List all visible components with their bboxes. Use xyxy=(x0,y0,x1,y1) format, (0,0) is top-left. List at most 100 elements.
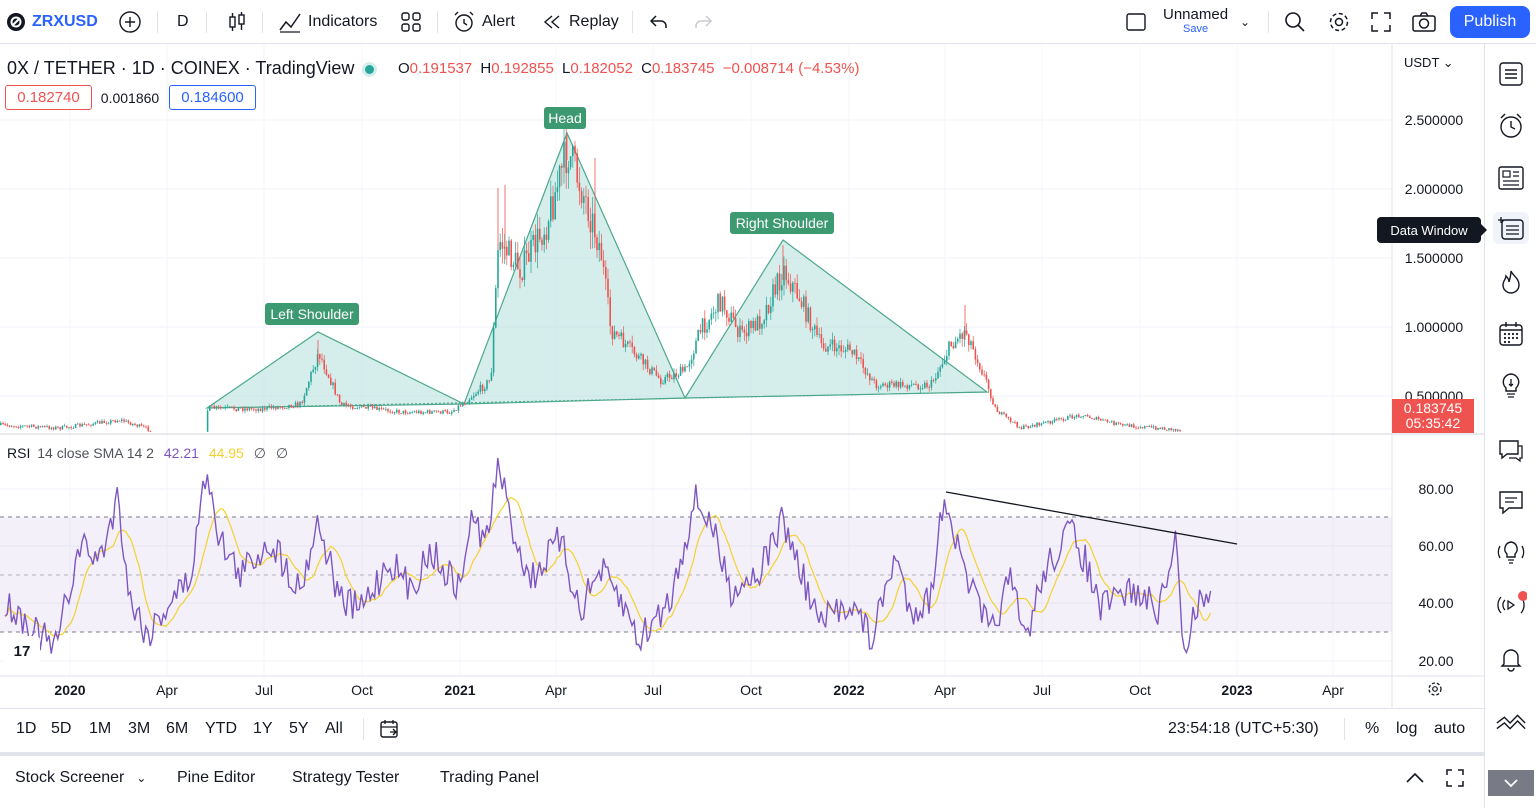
range-3m[interactable]: 3M xyxy=(128,720,151,737)
range-ytd[interactable]: YTD xyxy=(205,720,237,737)
calendar-button[interactable] xyxy=(1495,318,1527,350)
time-tick-label: Apr xyxy=(1322,682,1344,698)
layout-button[interactable]: Unnamed Save ⌄ xyxy=(1125,0,1250,44)
broadcasts-button[interactable] xyxy=(1495,589,1527,621)
price-tick-label: 2.500000 xyxy=(1405,112,1464,128)
range-all[interactable]: All xyxy=(325,720,343,737)
label-right-shoulder[interactable]: Right Shoulder xyxy=(730,212,834,234)
axis-settings-icon[interactable] xyxy=(1428,682,1442,696)
time-tick-label: Apr xyxy=(545,682,567,698)
streams-icon xyxy=(1497,541,1525,564)
timezone-clock[interactable]: 23:54:18 (UTC+5:30) xyxy=(1168,720,1319,737)
right-shoulder-triangle[interactable] xyxy=(683,239,989,399)
collapse-sidebar-button[interactable] xyxy=(1488,770,1534,796)
alert-button[interactable]: Alert xyxy=(452,0,515,44)
range-6m[interactable]: 6M xyxy=(166,720,189,737)
alerts-button[interactable] xyxy=(1495,110,1527,142)
chats-button[interactable] xyxy=(1495,434,1527,466)
range-5d[interactable]: 5D xyxy=(51,720,72,737)
percent-scale-toggle[interactable]: % xyxy=(1365,720,1380,737)
rsi-tick-label: 40.00 xyxy=(1418,595,1453,611)
range-1d[interactable]: 1D xyxy=(16,720,37,737)
calendar-icon xyxy=(1499,322,1523,346)
watchlist-button[interactable] xyxy=(1495,58,1527,90)
news-icon xyxy=(1498,166,1524,190)
currency-selector[interactable]: USDT ⌄ xyxy=(1404,55,1454,70)
chart-legend-title[interactable]: 0X / TETHER · 1D · COINEX · TradingView xyxy=(7,58,355,78)
snapshot-button[interactable] xyxy=(1411,0,1437,44)
search-button[interactable] xyxy=(1284,0,1306,44)
head-and-shoulders-pattern[interactable] xyxy=(205,131,989,409)
chart-type-button[interactable] xyxy=(226,0,248,44)
hotlist-icon xyxy=(1502,270,1520,294)
tab-trading-panel[interactable]: Trading Panel xyxy=(440,769,540,786)
chevron-up-icon xyxy=(1406,772,1424,783)
auto-scale-toggle[interactable]: auto xyxy=(1434,720,1466,737)
candlestick-series xyxy=(0,121,1181,432)
goto-date-button[interactable] xyxy=(378,709,400,749)
left-shoulder-triangle[interactable] xyxy=(205,331,465,409)
expand-panel-button[interactable] xyxy=(1404,756,1426,800)
rsi-axis[interactable]: 80.00 60.00 40.00 20.00 xyxy=(1418,481,1453,669)
indicators-label: Indicators xyxy=(308,13,378,30)
compare-button[interactable] xyxy=(118,0,142,44)
ohlc-values: O0.191537 H0.192855 L0.182052 C0.183745 … xyxy=(398,60,860,77)
rsi-legend[interactable]: RSI 14 close SMA 14 2 42.21 44.95 ∅ ∅ xyxy=(7,445,289,461)
time-tick-label: 2020 xyxy=(54,682,85,698)
indicators-button[interactable]: Indicators xyxy=(278,0,377,44)
bell-icon xyxy=(1500,649,1522,672)
price-tick-label: 1.000000 xyxy=(1405,319,1464,335)
log-scale-toggle[interactable]: log xyxy=(1396,720,1418,737)
data-window-button[interactable] xyxy=(1493,212,1529,244)
candles-icon xyxy=(229,12,245,31)
market-status-dot[interactable] xyxy=(365,65,374,74)
time-tick-label: Jul xyxy=(644,682,662,698)
symbol-name: ZRXUSD xyxy=(32,13,98,30)
tab-stock-screener[interactable]: Stock Screener ⌄ xyxy=(15,769,147,786)
head-triangle[interactable] xyxy=(463,131,686,405)
search-icon xyxy=(1285,12,1305,32)
trading-button[interactable] xyxy=(1495,706,1527,738)
rsi-trend-line[interactable] xyxy=(945,491,1238,545)
grid-icon xyxy=(401,12,421,32)
chart-area[interactable]: Left Shoulder Head Right Shoulder 2.5000… xyxy=(0,45,1484,707)
alarm-plus-icon xyxy=(454,11,474,32)
label-left-shoulder[interactable]: Left Shoulder xyxy=(265,303,359,325)
templates-button[interactable] xyxy=(400,0,422,44)
ask-price-box[interactable]: 0.184600 xyxy=(169,85,256,110)
tab-strategy-tester[interactable]: Strategy Tester xyxy=(292,769,400,786)
label-head[interactable]: Head xyxy=(544,107,586,129)
redo-button[interactable] xyxy=(692,0,714,44)
tab-pine-editor[interactable]: Pine Editor xyxy=(177,769,256,786)
publish-button[interactable]: Publish xyxy=(1450,6,1530,38)
messages-button[interactable] xyxy=(1495,486,1527,518)
time-tick-label: Oct xyxy=(1129,682,1151,698)
range-1m[interactable]: 1M xyxy=(89,720,112,737)
settings-button[interactable] xyxy=(1327,0,1351,44)
price-tick-label: 2.000000 xyxy=(1405,181,1464,197)
fullscreen-button[interactable] xyxy=(1370,0,1392,44)
time-axis[interactable]: 2020 Apr Jul Oct 2021 Apr Jul Oct 2022 Apr Jul Oct 2… xyxy=(54,682,1344,698)
time-tick-label: 2022 xyxy=(833,682,864,698)
time-tick-label: Apr xyxy=(156,682,178,698)
notifications-button[interactable] xyxy=(1495,642,1527,674)
tradingview-logo-icon[interactable]: 17 xyxy=(4,636,40,664)
ideas-button[interactable] xyxy=(1495,369,1527,401)
date-range-bar: 1D 5D 1M 3M 6M YTD 1Y 5Y All 23:54:18 (UTC+5:30)… xyxy=(0,708,1484,748)
range-5y[interactable]: 5Y xyxy=(289,720,309,737)
range-1y[interactable]: 1Y xyxy=(253,720,273,737)
interval-button[interactable]: D xyxy=(177,13,189,30)
replay-button[interactable]: Replay xyxy=(541,0,619,44)
svg-text:Left Shoulder: Left Shoulder xyxy=(270,306,354,322)
undo-button[interactable] xyxy=(648,0,670,44)
bid-price-box[interactable]: 0.182740 xyxy=(5,85,92,110)
streams-button[interactable] xyxy=(1495,536,1527,568)
news-button[interactable] xyxy=(1495,162,1527,194)
symbol-search[interactable]: ZRXUSD xyxy=(6,0,98,44)
alarm-icon xyxy=(1500,113,1522,138)
maximize-panel-button[interactable] xyxy=(1445,756,1465,800)
chart-canvas[interactable]: Left Shoulder Head Right Shoulder 2.5000… xyxy=(0,45,1484,707)
svg-text:05:35:42: 05:35:42 xyxy=(1406,415,1461,431)
hotlists-button[interactable] xyxy=(1495,266,1527,298)
